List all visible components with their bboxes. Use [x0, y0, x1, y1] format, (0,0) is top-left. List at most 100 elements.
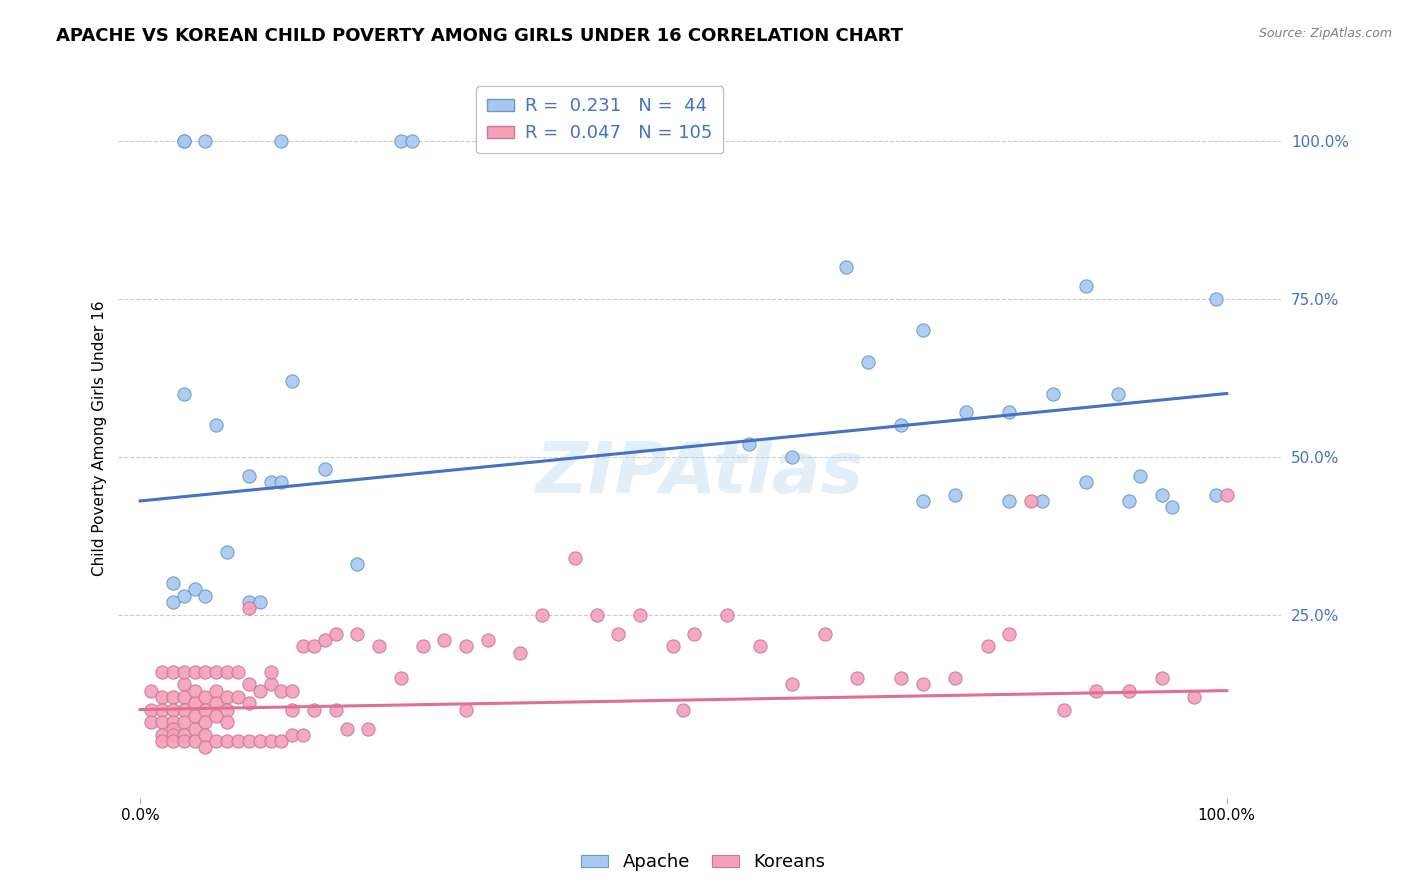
Point: [401, 134, 423, 148]
Point: [389, 671, 412, 685]
Point: [1053, 702, 1076, 716]
Point: [217, 702, 239, 716]
Point: [162, 576, 184, 591]
Point: [194, 702, 217, 716]
Point: [183, 582, 205, 597]
Point: [607, 626, 630, 640]
Point: [238, 595, 260, 609]
Point: [456, 640, 478, 654]
Point: [780, 450, 803, 464]
Point: [249, 734, 271, 748]
Point: [814, 626, 837, 640]
Point: [943, 488, 966, 502]
Point: [1085, 683, 1108, 698]
Y-axis label: Child Poverty Among Girls Under 16: Child Poverty Among Girls Under 16: [93, 300, 107, 575]
Point: [194, 740, 217, 755]
Point: [162, 595, 184, 609]
Point: [292, 728, 315, 742]
Text: Source: ZipAtlas.com: Source: ZipAtlas.com: [1258, 27, 1392, 40]
Point: [205, 734, 228, 748]
Point: [205, 418, 228, 433]
Point: [173, 677, 195, 691]
Point: [205, 683, 228, 698]
Point: [716, 607, 738, 622]
Point: [531, 607, 554, 622]
Point: [173, 134, 195, 148]
Point: [162, 665, 184, 679]
Point: [238, 601, 260, 615]
Point: [346, 557, 368, 571]
Point: [150, 702, 173, 716]
Point: [173, 702, 195, 716]
Point: [270, 475, 292, 489]
Point: [943, 671, 966, 685]
Legend: Apache, Koreans: Apache, Koreans: [574, 847, 832, 879]
Point: [249, 595, 271, 609]
Point: [890, 671, 912, 685]
Point: [1031, 494, 1053, 508]
Point: [162, 690, 184, 704]
Point: [911, 677, 934, 691]
Point: [205, 696, 228, 710]
Point: [139, 715, 162, 730]
Point: [1107, 386, 1129, 401]
Point: [509, 646, 531, 660]
Point: [238, 677, 260, 691]
Point: [911, 323, 934, 337]
Point: [183, 683, 205, 698]
Point: [1074, 475, 1097, 489]
Point: [977, 640, 1000, 654]
Point: [1129, 468, 1152, 483]
Point: [194, 690, 217, 704]
Point: [183, 696, 205, 710]
Point: [173, 589, 195, 603]
Text: APACHE VS KOREAN CHILD POVERTY AMONG GIRLS UNDER 16 CORRELATION CHART: APACHE VS KOREAN CHILD POVERTY AMONG GIR…: [56, 27, 903, 45]
Point: [1118, 683, 1140, 698]
Point: [173, 734, 195, 748]
Point: [412, 640, 434, 654]
Point: [217, 734, 239, 748]
Point: [1019, 494, 1042, 508]
Point: [173, 715, 195, 730]
Point: [357, 722, 380, 736]
Point: [780, 677, 803, 691]
Point: [1150, 671, 1173, 685]
Point: [162, 702, 184, 716]
Point: [226, 734, 249, 748]
Point: [477, 633, 499, 648]
Point: [183, 665, 205, 679]
Point: [183, 734, 205, 748]
Point: [259, 665, 281, 679]
Point: [564, 550, 586, 565]
Point: [205, 709, 228, 723]
Point: [856, 355, 879, 369]
Point: [150, 715, 173, 730]
Point: [162, 728, 184, 742]
Point: [217, 690, 239, 704]
Point: [314, 633, 336, 648]
Point: [1182, 690, 1205, 704]
Point: [389, 134, 412, 148]
Point: [325, 702, 347, 716]
Point: [173, 728, 195, 742]
Point: [194, 589, 217, 603]
Point: [194, 715, 217, 730]
Point: [238, 734, 260, 748]
Point: [226, 665, 249, 679]
Point: [150, 734, 173, 748]
Point: [217, 715, 239, 730]
Point: [314, 462, 336, 476]
Point: [998, 405, 1021, 419]
Point: [302, 702, 325, 716]
Point: [281, 374, 304, 388]
Legend: R =  0.231   N =  44, R =  0.047   N = 105: R = 0.231 N = 44, R = 0.047 N = 105: [477, 87, 723, 153]
Point: [1150, 488, 1173, 502]
Point: [162, 715, 184, 730]
Point: [835, 260, 858, 274]
Point: [173, 665, 195, 679]
Point: [1161, 500, 1184, 515]
Point: [139, 702, 162, 716]
Point: [585, 607, 607, 622]
Point: [890, 418, 912, 433]
Point: [336, 722, 359, 736]
